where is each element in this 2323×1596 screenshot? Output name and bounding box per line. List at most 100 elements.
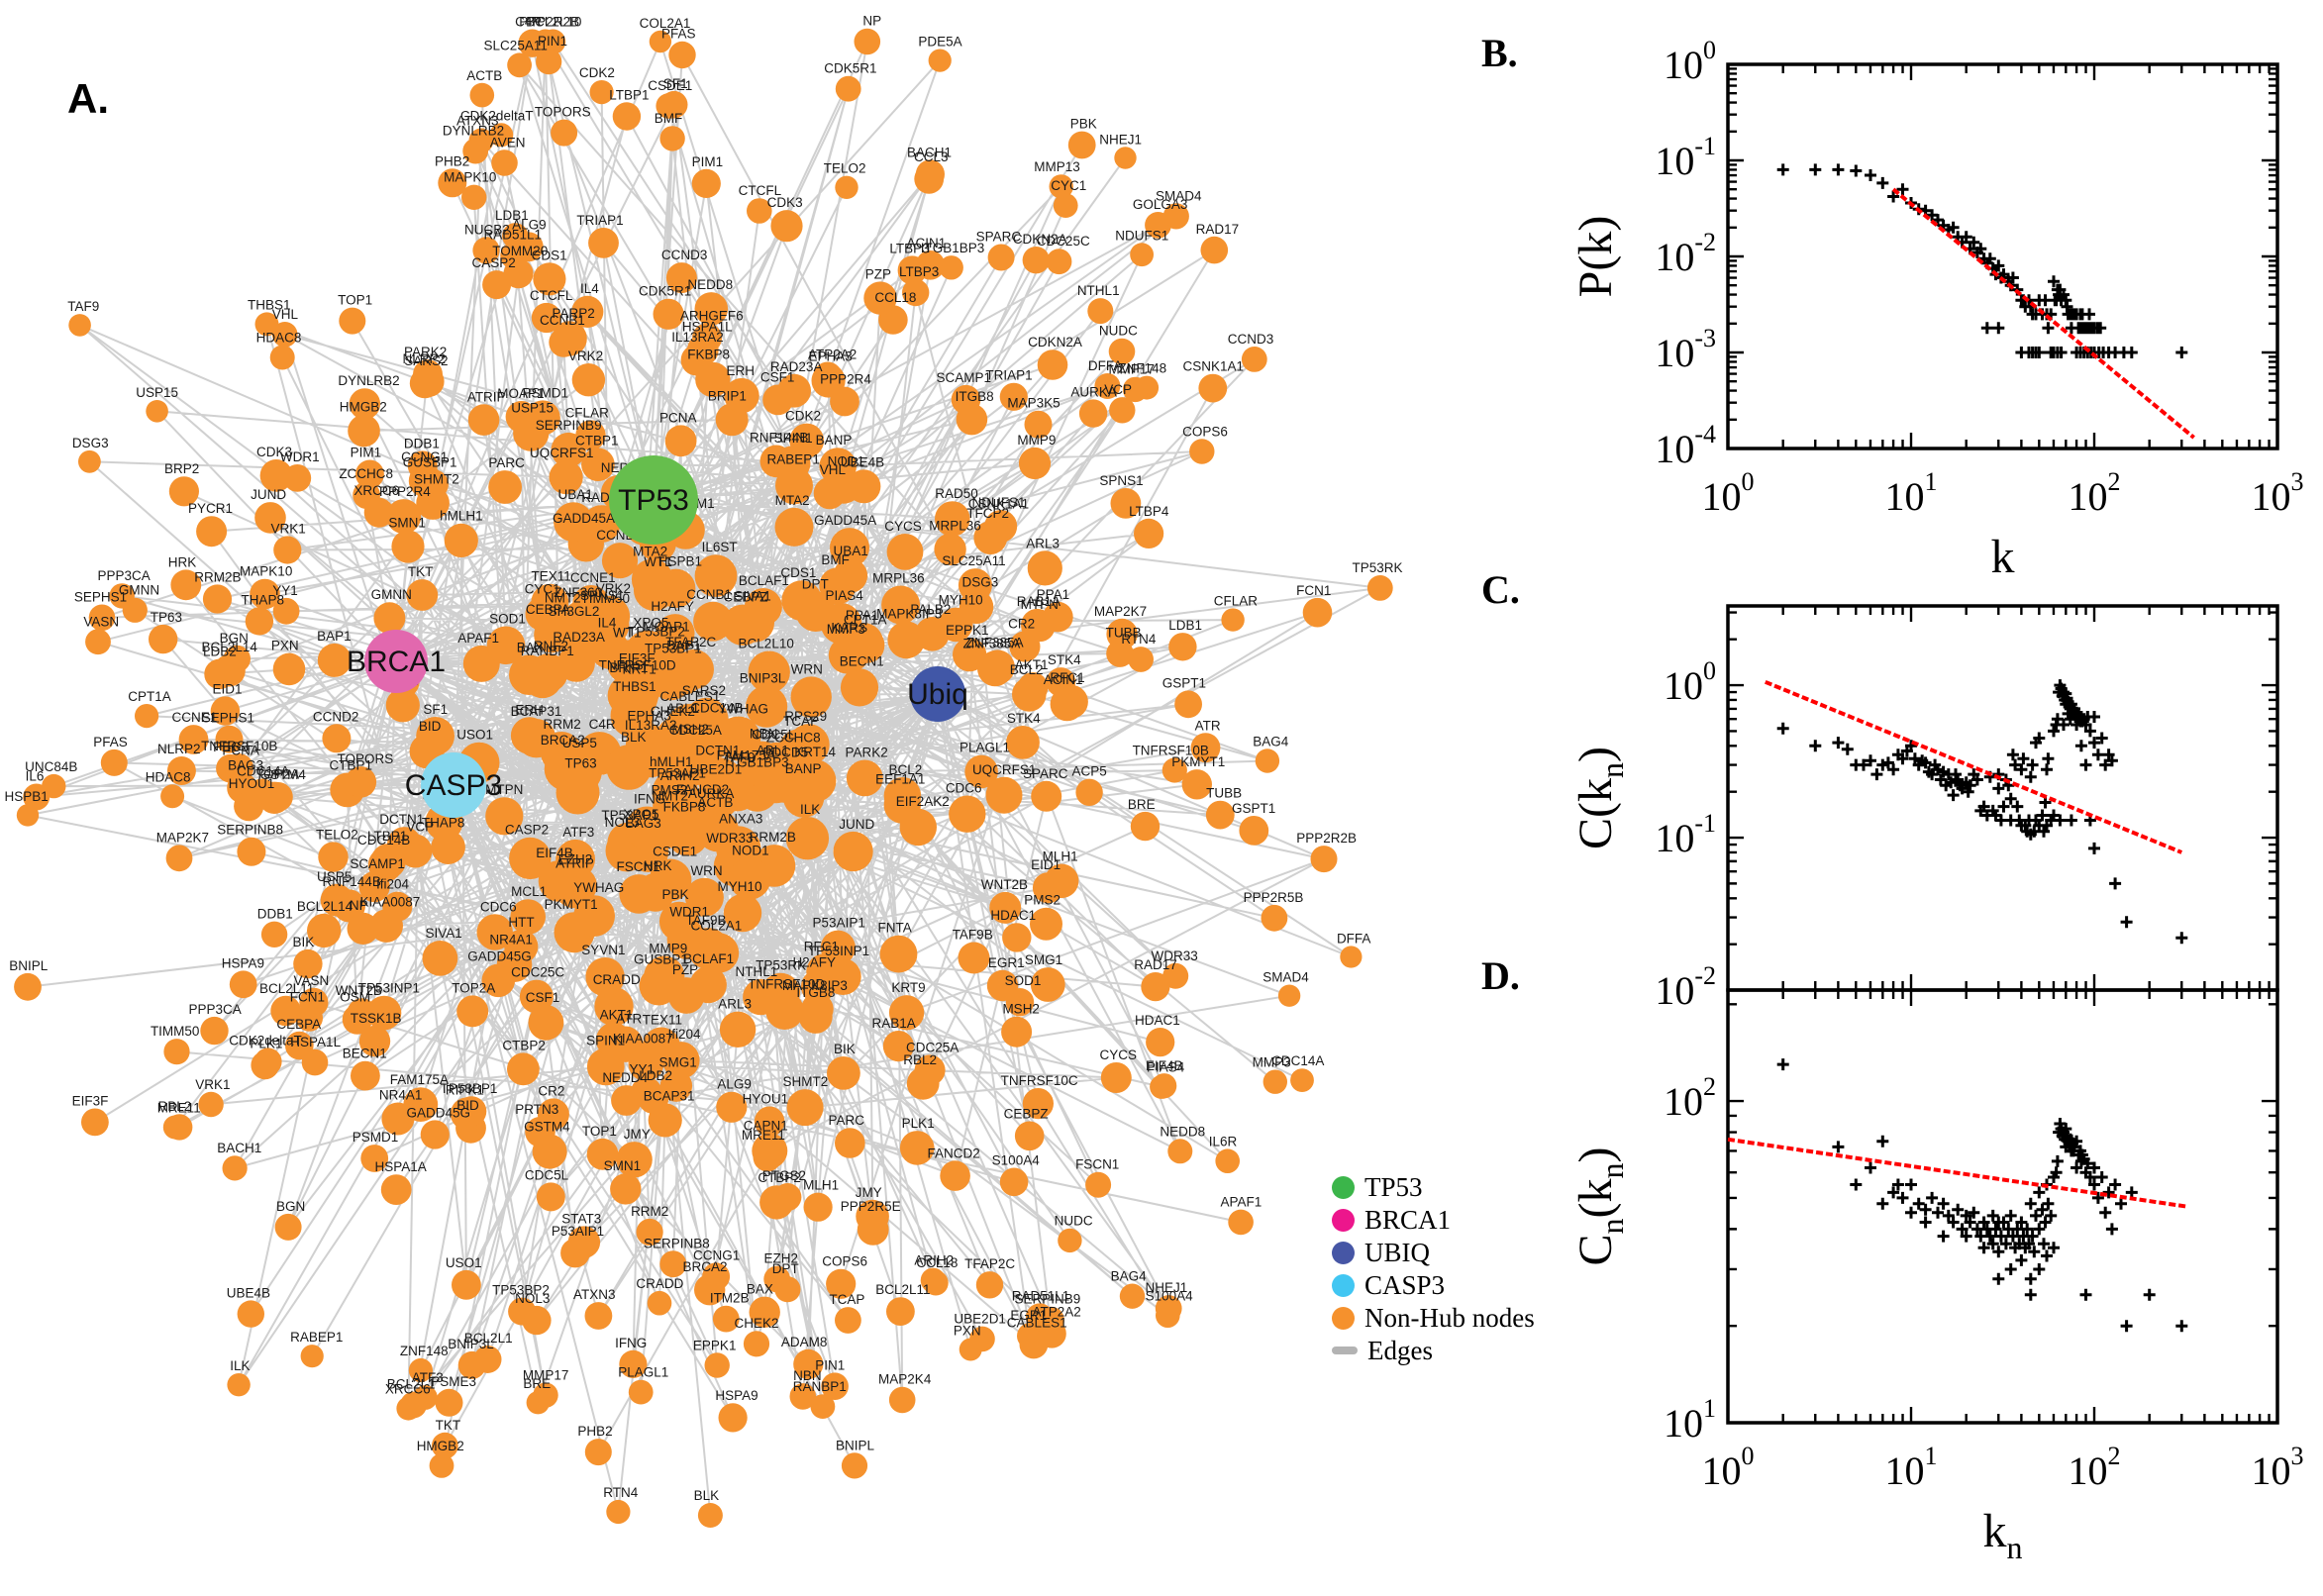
- scatter-points-c: [1776, 679, 2188, 945]
- svg-text:PPP2R5E: PPP2R5E: [841, 1199, 901, 1214]
- svg-text:BRCA1: BRCA1: [347, 646, 446, 678]
- svg-text:SMN1: SMN1: [388, 515, 426, 530]
- svg-text:GSPT1: GSPT1: [1232, 801, 1275, 816]
- svg-text:UBE2D1: UBE2D1: [690, 761, 743, 776]
- svg-text:NTHL1: NTHL1: [736, 964, 778, 979]
- svg-text:GSTM4: GSTM4: [524, 1120, 570, 1135]
- svg-text:MTPN: MTPN: [485, 782, 523, 797]
- svg-text:ARIH2: ARIH2: [914, 1253, 954, 1268]
- svg-text:COL2A1: COL2A1: [640, 16, 691, 31]
- svg-text:FANCD2: FANCD2: [676, 782, 729, 797]
- svg-text:SEPHS1: SEPHS1: [74, 590, 127, 605]
- svg-text:RTN4: RTN4: [603, 1485, 639, 1500]
- svg-text:PMS2: PMS2: [1024, 893, 1060, 908]
- svg-text:DSG3: DSG3: [962, 575, 999, 590]
- svg-text:PLK1: PLK1: [902, 1116, 935, 1131]
- svg-text:OSM: OSM: [340, 990, 370, 1005]
- svg-text:TP53AP1: TP53AP1: [601, 808, 658, 823]
- svg-text:PPP2R4: PPP2R4: [379, 484, 431, 499]
- svg-text:BAX: BAX: [517, 641, 544, 655]
- svg-text:EPHA3: EPHA3: [809, 349, 853, 363]
- svg-text:WRN: WRN: [690, 863, 722, 878]
- svg-text:BRIP1: BRIP1: [708, 388, 747, 403]
- svg-text:USP15: USP15: [511, 401, 554, 416]
- svg-text:CCNE1: CCNE1: [570, 570, 616, 585]
- svg-text:CDC25C: CDC25C: [511, 965, 564, 980]
- svg-text:CFLAR: CFLAR: [565, 405, 610, 420]
- svg-text:CASP2: CASP2: [505, 823, 549, 838]
- svg-text:ACP5: ACP5: [1072, 764, 1107, 779]
- svg-text:PZP: PZP: [865, 266, 891, 281]
- svg-text:FKBP8: FKBP8: [687, 348, 730, 362]
- svg-text:BID: BID: [419, 719, 442, 734]
- svg-text:PSMD1: PSMD1: [522, 385, 568, 400]
- svg-text:BMF: BMF: [655, 111, 683, 126]
- svg-text:SPNS1: SPNS1: [580, 588, 624, 603]
- svg-text:PMS2: PMS2: [652, 782, 688, 797]
- svg-text:TOPORS: TOPORS: [535, 105, 591, 120]
- svg-text:SMG1: SMG1: [658, 1055, 696, 1070]
- svg-text:NP: NP: [862, 14, 881, 29]
- svg-text:RBL2: RBL2: [158, 1099, 192, 1114]
- svg-text:PBK: PBK: [1070, 117, 1097, 132]
- panel-d-label: D.: [1481, 953, 1520, 998]
- svg-text:MRPL36: MRPL36: [929, 519, 981, 534]
- svg-text:ILK: ILK: [800, 802, 820, 817]
- panel-b-label: B.: [1481, 31, 1518, 75]
- svg-text:DYNLRB2: DYNLRB2: [338, 373, 399, 388]
- svg-text:CR2: CR2: [1008, 616, 1035, 631]
- svg-text:RNF144B: RNF144B: [750, 431, 808, 446]
- svg-text:CYC1: CYC1: [1051, 178, 1086, 193]
- svg-text:YY1: YY1: [272, 583, 298, 598]
- svg-text:EIF4B: EIF4B: [1146, 1058, 1183, 1073]
- svg-text:HYOU1: HYOU1: [229, 776, 275, 791]
- svg-text:EIF2AK2: EIF2AK2: [896, 794, 950, 809]
- svg-text:VCP: VCP: [406, 820, 434, 835]
- svg-text:LTBP3: LTBP3: [899, 264, 939, 279]
- svg-text:BCAP31: BCAP31: [511, 704, 562, 719]
- svg-text:HRK: HRK: [644, 858, 672, 873]
- svg-text:TOP2A: TOP2A: [452, 980, 495, 995]
- svg-text:PPP2R4: PPP2R4: [820, 372, 871, 387]
- svg-text:EZH2: EZH2: [764, 1251, 799, 1266]
- svg-text:RAD17: RAD17: [1134, 957, 1177, 972]
- svg-text:UBA1: UBA1: [558, 487, 593, 502]
- svg-text:THBS1: THBS1: [248, 298, 291, 313]
- svg-text:MYH10: MYH10: [717, 879, 761, 894]
- svg-text:TCAP: TCAP: [783, 714, 819, 729]
- svg-text:ANXA3: ANXA3: [719, 811, 762, 826]
- svg-text:PLAGL1: PLAGL1: [960, 741, 1010, 755]
- svg-text:EID1: EID1: [212, 681, 242, 696]
- svg-text:VHL: VHL: [820, 462, 847, 477]
- svg-text:Ifi204: Ifi204: [376, 877, 410, 892]
- svg-text:MMP3: MMP3: [827, 622, 865, 637]
- svg-text:BIK: BIK: [293, 935, 315, 949]
- svg-text:IL6ST: IL6ST: [702, 540, 738, 554]
- svg-text:FSCN1: FSCN1: [616, 859, 659, 874]
- svg-text:BGN: BGN: [220, 631, 249, 646]
- svg-text:ATF3: ATF3: [562, 825, 594, 840]
- svg-text:TFAP2C: TFAP2C: [665, 635, 716, 649]
- svg-text:BCL2L11: BCL2L11: [259, 981, 314, 996]
- svg-text:KRT9: KRT9: [891, 980, 925, 995]
- svg-text:BCLAF1: BCLAF1: [683, 951, 734, 966]
- svg-text:RANBP1: RANBP1: [793, 1379, 847, 1394]
- svg-text:USP5: USP5: [562, 736, 597, 750]
- svg-text:RFC1: RFC1: [1050, 670, 1084, 685]
- svg-text:EGR1: EGR1: [988, 955, 1025, 970]
- svg-text:TOP2A: TOP2A: [255, 767, 299, 782]
- svg-text:CSF1: CSF1: [760, 369, 795, 384]
- svg-text:AURKA: AURKA: [1070, 384, 1117, 399]
- svg-text:PKMYT1: PKMYT1: [545, 897, 598, 912]
- svg-text:MTA2: MTA2: [775, 493, 810, 508]
- svg-text:GSTM4: GSTM4: [259, 767, 306, 782]
- node-swatch-icon: [1332, 1241, 1355, 1264]
- x-axis-title-b: k: [1991, 531, 2015, 583]
- svg-text:RNF144B: RNF144B: [323, 874, 381, 889]
- svg-text:CEBPA: CEBPA: [276, 1017, 321, 1032]
- svg-text:CABLES1: CABLES1: [660, 689, 721, 704]
- svg-text:SIVA1: SIVA1: [735, 589, 771, 604]
- svg-text:ATXN3: ATXN3: [573, 1287, 616, 1302]
- svg-text:H2AFY: H2AFY: [792, 954, 836, 969]
- svg-text:TFAP2C: TFAP2C: [964, 1256, 1015, 1271]
